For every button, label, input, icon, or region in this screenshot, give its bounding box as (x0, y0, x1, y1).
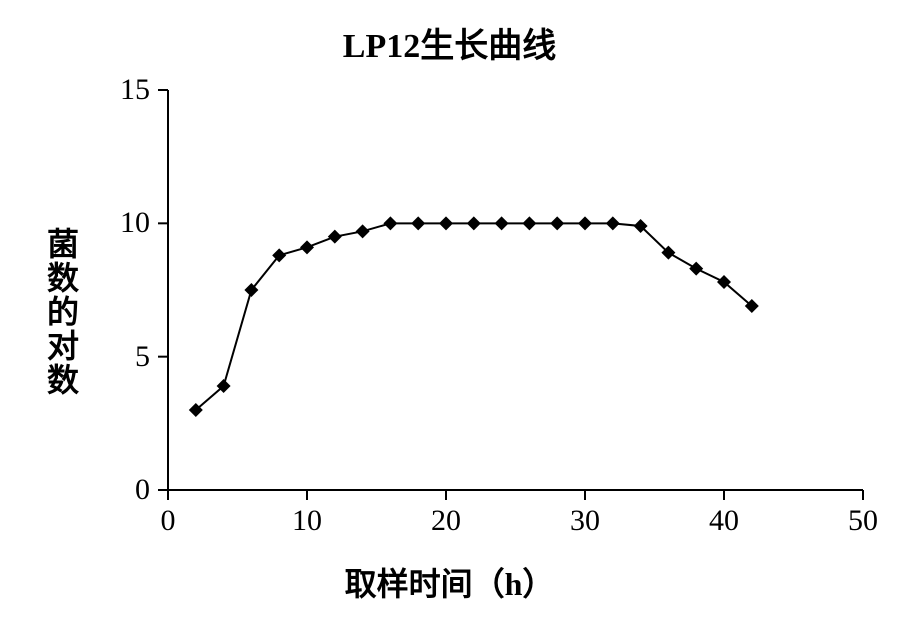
x-tick-label: 40 (694, 504, 754, 538)
plot-area (168, 90, 863, 490)
data-marker (689, 262, 703, 276)
x-tick-label: 30 (555, 504, 615, 538)
x-tick-label: 20 (416, 504, 476, 538)
y-tick-label: 10 (90, 206, 150, 240)
x-tick-label: 10 (277, 504, 337, 538)
x-tick-label: 50 (833, 504, 893, 538)
chart-svg (148, 70, 883, 510)
data-marker (467, 216, 481, 230)
x-tick-label: 0 (138, 504, 198, 538)
data-marker (522, 216, 536, 230)
data-marker (356, 224, 370, 238)
data-marker (439, 216, 453, 230)
data-marker (300, 240, 314, 254)
y-tick-label: 15 (90, 73, 150, 107)
data-marker (328, 230, 342, 244)
data-marker (578, 216, 592, 230)
data-marker (411, 216, 425, 230)
axes (168, 90, 863, 490)
chart-container: LP12生长曲线 菌数的对数 取样时间（h） 0 5 10 15 0 10 20 30 40 50 (0, 0, 899, 623)
data-marker (495, 216, 509, 230)
data-marker (606, 216, 620, 230)
x-axis-label: 取样时间（h） (0, 559, 899, 605)
data-marker (383, 216, 397, 230)
y-tick-label: 5 (90, 340, 150, 374)
y-tick-label: 0 (90, 473, 150, 507)
y-axis-label: 菌数的对数 (38, 227, 84, 397)
chart-title: LP12生长曲线 (0, 18, 899, 67)
data-marker (550, 216, 564, 230)
